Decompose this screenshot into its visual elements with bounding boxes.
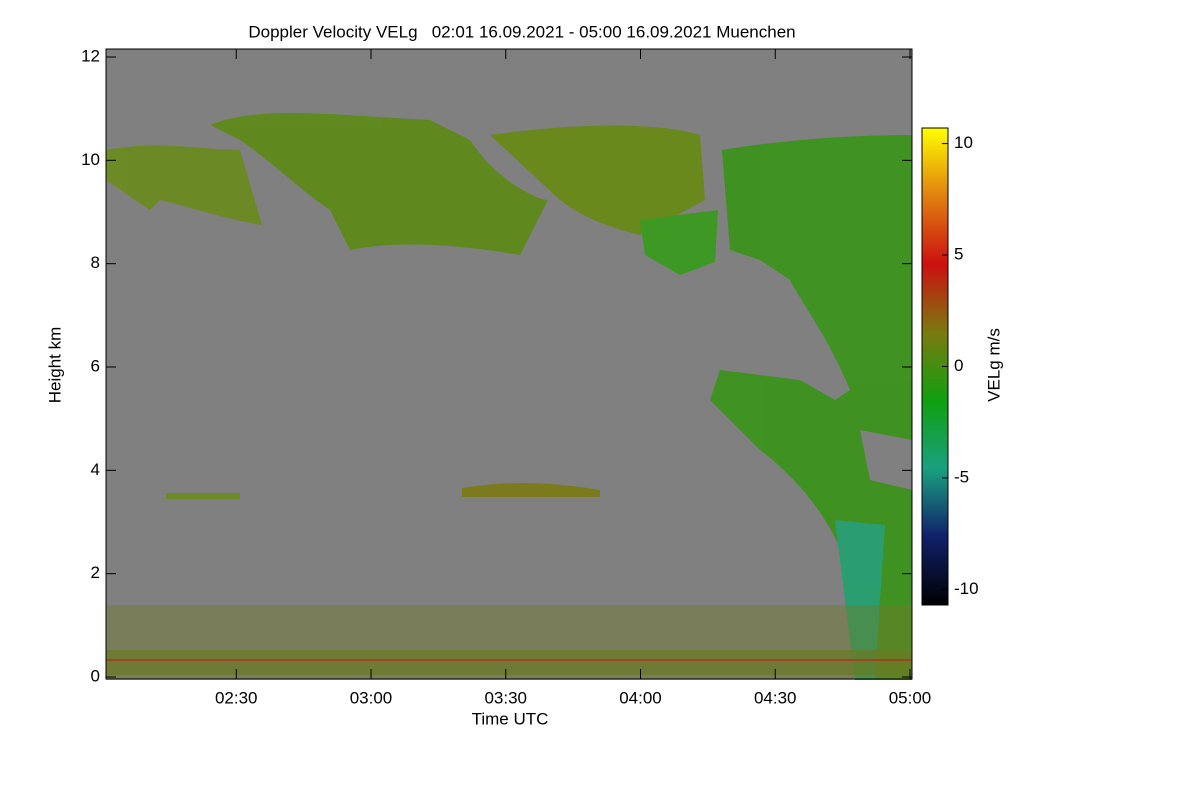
y-tick-label: 12 [81, 46, 100, 65]
y-tick-label: 10 [81, 150, 100, 169]
x-axis-label: Time UTC [472, 709, 549, 728]
plot-frame [105, 48, 913, 680]
y-tick-label: 6 [91, 356, 100, 375]
y-tick-label: 2 [91, 563, 100, 582]
colorbar-label: VELg m/s [984, 328, 1003, 402]
colorbar-tick-label: 10 [954, 133, 973, 152]
chart-title: Doppler Velocity VELg 02:01 16.09.2021 -… [248, 22, 795, 41]
x-tick-label: 03:30 [484, 688, 527, 707]
colorbar-tick-label: 0 [954, 356, 963, 375]
radar-echoes [106, 113, 912, 680]
y-tick-label: 8 [91, 253, 100, 272]
x-tick-label: 03:00 [350, 688, 393, 707]
x-tick-label: 02:30 [215, 688, 258, 707]
y-tick-label: 0 [91, 666, 100, 685]
colorbar-tick-label: -10 [954, 579, 979, 598]
y-axis-label: Height km [45, 327, 64, 404]
colorbar-tick-label: -5 [954, 467, 969, 486]
colorbar-tick-label: 5 [954, 245, 963, 264]
x-tick-label: 04:30 [754, 688, 797, 707]
x-tick-label: 05:00 [889, 688, 932, 707]
x-tick-label: 04:00 [619, 688, 662, 707]
y-tick-label: 4 [91, 460, 100, 479]
